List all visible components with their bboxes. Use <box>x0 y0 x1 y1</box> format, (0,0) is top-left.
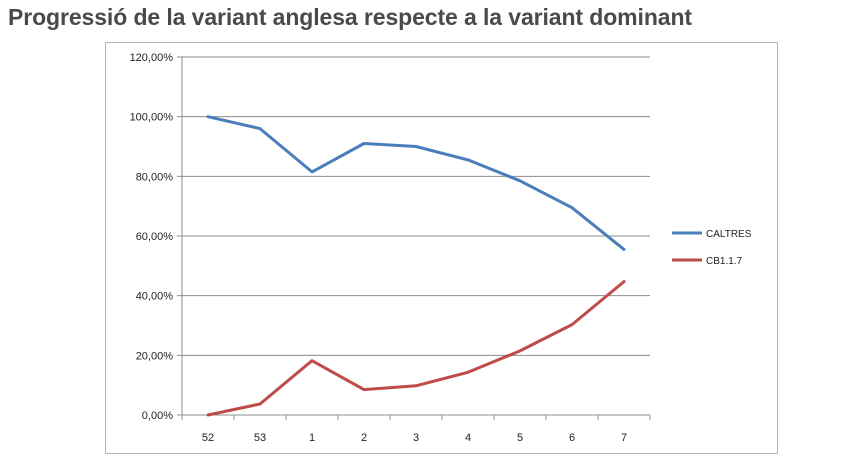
y-tick-label: 120,00% <box>130 52 174 64</box>
x-tick-label: 53 <box>254 432 266 444</box>
y-tick-label: 40,00% <box>136 291 174 303</box>
y-tick-label: 0,00% <box>142 410 173 422</box>
x-tick-label: 2 <box>361 432 367 444</box>
chart-frame <box>105 42 778 454</box>
y-tick-label: 60,00% <box>136 231 174 243</box>
y-tick-label: 20,00% <box>136 350 174 362</box>
x-tick-label: 3 <box>413 432 419 444</box>
x-tick-label: 52 <box>202 432 214 444</box>
y-tick-label: 100,00% <box>130 112 174 124</box>
x-tick-label: 5 <box>517 432 523 444</box>
y-tick-label: 80,00% <box>136 171 174 183</box>
x-tick-label: 6 <box>569 432 575 444</box>
x-tick-label: 4 <box>465 432 471 444</box>
chart-title: Progressió de la variant anglesa respect… <box>8 4 692 30</box>
x-tick-label: 7 <box>621 432 627 444</box>
x-tick-label: 1 <box>309 432 315 444</box>
legend-label: CB1.1.7 <box>706 256 743 267</box>
series-line-cb1-1-7 <box>206 280 626 417</box>
series-line-caltres <box>206 115 626 251</box>
legend-label: CALTRES <box>706 229 752 240</box>
